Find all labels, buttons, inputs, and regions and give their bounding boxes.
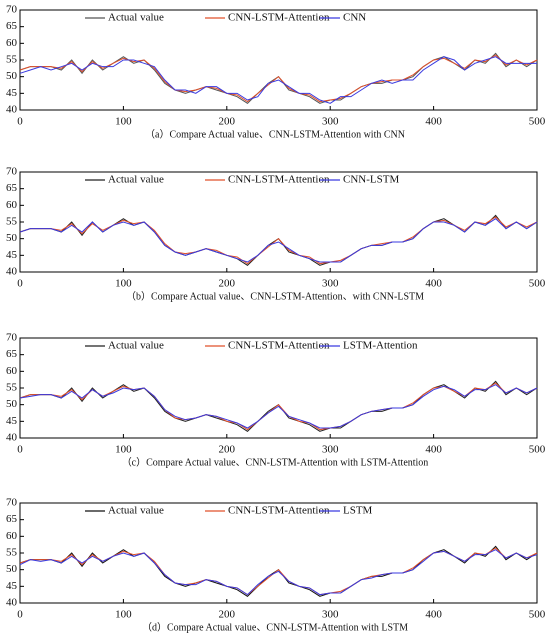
plot-frame xyxy=(19,9,538,111)
legend-label: Actual value xyxy=(108,340,164,352)
x-tick-label: 200 xyxy=(219,444,236,456)
y-tick-label: 55 xyxy=(6,382,18,394)
legend-label: Actual value xyxy=(108,174,164,186)
x-tick-label: 500 xyxy=(529,116,546,128)
legend-label: CNN-LSTM xyxy=(343,174,399,186)
y-tick-label: 65 xyxy=(6,20,18,32)
x-tick-label: 100 xyxy=(115,116,132,128)
x-tick-label: 400 xyxy=(425,609,442,621)
y-tick-label: 40 xyxy=(6,104,18,116)
y-tick-label: 45 xyxy=(6,249,18,261)
x-tick-label: 500 xyxy=(529,609,546,621)
y-tick-label: 70 xyxy=(6,4,18,16)
series-line xyxy=(19,218,538,263)
y-tick-label: 55 xyxy=(6,216,18,228)
y-tick-label: 55 xyxy=(6,547,18,559)
caption: （a）Compare Actual value、CNN-LSTM-Attenti… xyxy=(145,128,405,140)
series-line xyxy=(19,382,538,431)
y-tick-label: 65 xyxy=(6,182,18,194)
x-tick-label: 300 xyxy=(322,116,339,128)
series-line xyxy=(19,56,537,104)
legend-label: CNN-LSTM-Attention xyxy=(228,174,330,186)
y-tick-label: 45 xyxy=(6,415,18,427)
y-tick-label: 70 xyxy=(6,166,18,178)
y-tick-label: 40 xyxy=(6,432,18,444)
x-tick-label: 0 xyxy=(17,116,23,128)
x-tick-label: 400 xyxy=(425,444,442,456)
y-tick-label: 40 xyxy=(6,597,18,609)
plot-frame xyxy=(19,337,538,439)
x-tick-label: 300 xyxy=(322,278,339,290)
plot-frame xyxy=(19,171,538,273)
y-tick-label: 50 xyxy=(6,563,18,575)
x-tick-label: 300 xyxy=(322,609,339,621)
caption: （c）Compare Actual value、CNN-LSTM-Attenti… xyxy=(122,456,429,468)
y-tick-label: 60 xyxy=(6,37,18,49)
y-tick-label: 40 xyxy=(6,266,18,278)
y-tick-label: 60 xyxy=(6,199,18,211)
x-tick-label: 100 xyxy=(115,609,132,621)
legend-label: CNN-LSTM-Attention xyxy=(228,505,330,517)
y-tick-label: 50 xyxy=(6,398,18,410)
y-tick-label: 45 xyxy=(6,580,18,592)
x-tick-label: 100 xyxy=(115,444,132,456)
legend-label: LSTM-Attention xyxy=(343,340,418,352)
series-line xyxy=(19,549,538,596)
legend-label: Actual value xyxy=(108,505,164,517)
x-tick-label: 400 xyxy=(425,116,442,128)
legend-label: CNN-LSTM-Attention xyxy=(228,340,330,352)
series-line xyxy=(19,384,538,429)
legend-label: LSTM xyxy=(343,505,373,517)
x-tick-label: 500 xyxy=(529,444,546,456)
x-tick-label: 200 xyxy=(219,609,236,621)
caption: （b）Compare Actual value、CNN-LSTM-Attenti… xyxy=(126,290,424,302)
y-tick-label: 70 xyxy=(6,332,18,344)
y-tick-label: 50 xyxy=(6,232,18,244)
x-tick-label: 0 xyxy=(17,278,23,290)
y-tick-label: 60 xyxy=(6,365,18,377)
x-tick-label: 500 xyxy=(529,278,546,290)
x-tick-label: 0 xyxy=(17,444,23,456)
legend-label: CNN xyxy=(343,12,366,24)
caption: （d）Compare Actual value、CNN-LSTM-Attenti… xyxy=(142,621,408,633)
series-line xyxy=(19,52,538,104)
x-tick-label: 200 xyxy=(219,278,236,290)
series-line xyxy=(19,216,538,265)
x-tick-label: 0 xyxy=(17,609,23,621)
y-tick-label: 65 xyxy=(6,513,18,525)
y-tick-label: 70 xyxy=(6,497,18,509)
plot-frame xyxy=(19,502,538,604)
y-tick-label: 55 xyxy=(6,54,18,66)
x-tick-label: 200 xyxy=(219,116,236,128)
x-tick-label: 300 xyxy=(322,444,339,456)
legend-label: Actual value xyxy=(108,12,164,24)
series-line xyxy=(19,54,538,103)
x-tick-label: 100 xyxy=(115,278,132,290)
legend-label: CNN-LSTM-Attention xyxy=(228,12,330,24)
series-line xyxy=(19,214,538,266)
y-tick-label: 60 xyxy=(6,530,18,542)
y-tick-label: 50 xyxy=(6,70,18,82)
y-tick-label: 65 xyxy=(6,348,18,360)
y-tick-label: 45 xyxy=(6,87,18,99)
x-tick-label: 400 xyxy=(425,278,442,290)
